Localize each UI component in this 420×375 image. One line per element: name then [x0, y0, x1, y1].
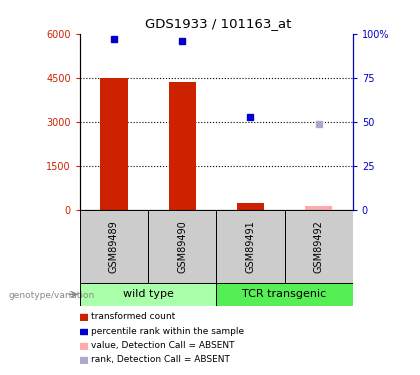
Text: wild type: wild type [123, 290, 173, 299]
Bar [216, 283, 353, 306]
Bar [237, 203, 264, 210]
Bar [305, 207, 332, 210]
Bar [80, 343, 88, 349]
Bar [285, 210, 353, 283]
Text: rank, Detection Call = ABSENT: rank, Detection Call = ABSENT [91, 355, 230, 364]
Text: transformed count: transformed count [91, 312, 176, 321]
Bar [168, 82, 196, 210]
Bar [80, 328, 88, 334]
Text: TCR transgenic: TCR transgenic [242, 290, 327, 299]
Bar [216, 210, 285, 283]
Text: GSM89492: GSM89492 [314, 220, 324, 273]
Text: value, Detection Call = ABSENT: value, Detection Call = ABSENT [91, 341, 235, 350]
Text: GSM89489: GSM89489 [109, 220, 119, 273]
Bar [148, 210, 216, 283]
Bar [80, 210, 148, 283]
Bar [80, 314, 88, 320]
Text: genotype/variation: genotype/variation [8, 291, 95, 300]
Bar [80, 283, 216, 306]
Text: GSM89490: GSM89490 [177, 220, 187, 273]
Text: GSM89491: GSM89491 [245, 220, 255, 273]
Bar [100, 78, 128, 210]
Text: GDS1933 / 101163_at: GDS1933 / 101163_at [145, 17, 291, 30]
Bar [80, 357, 88, 363]
Text: percentile rank within the sample: percentile rank within the sample [91, 327, 244, 336]
